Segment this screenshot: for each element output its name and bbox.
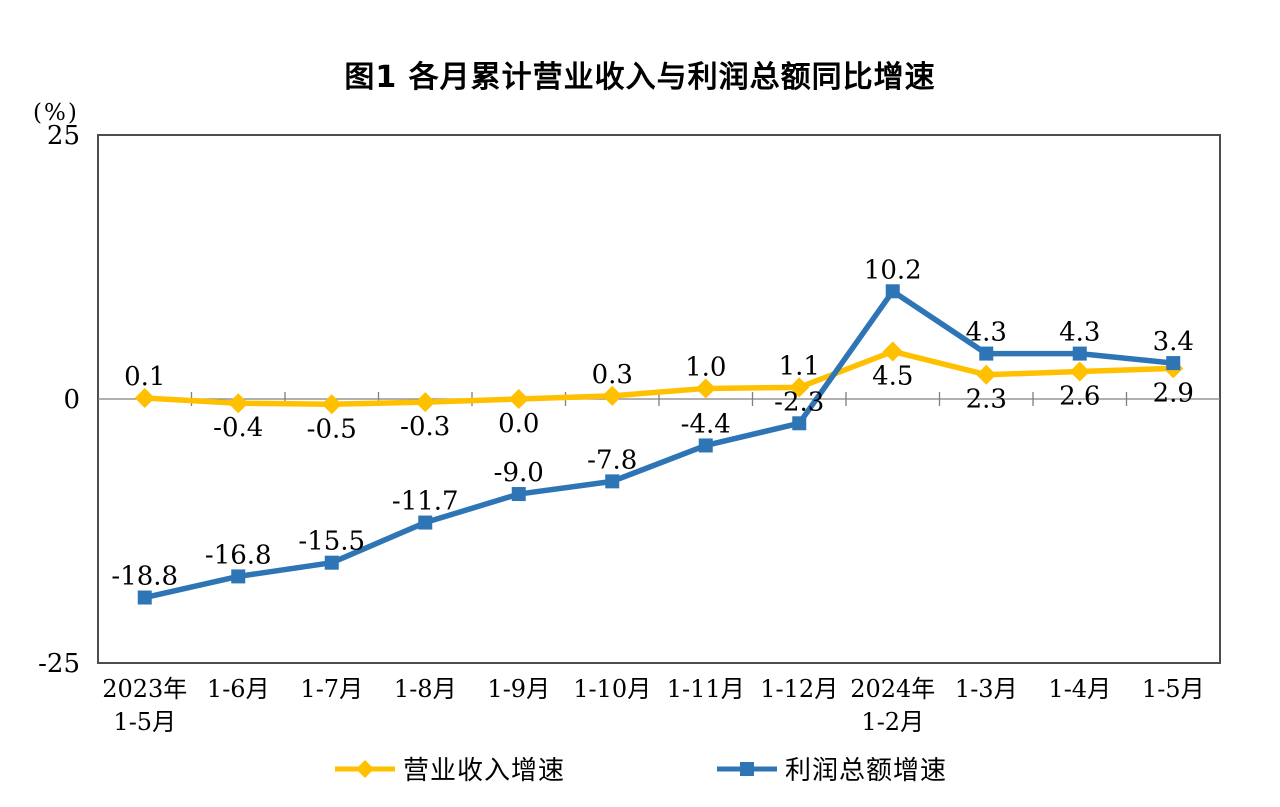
data-point-marker (324, 555, 339, 570)
revenue-series-marker-icon (334, 759, 395, 778)
x-axis-category-label: 1-11月 (667, 675, 745, 703)
data-label: -0.3 (400, 412, 450, 442)
data-point-marker (228, 393, 249, 414)
data-point-marker (134, 387, 155, 408)
profit-series-marker-icon (717, 761, 777, 776)
data-label: 4.5 (872, 361, 913, 391)
data-label: 10.2 (864, 255, 922, 285)
data-label: 1.0 (685, 352, 726, 382)
data-label: 0.3 (592, 360, 633, 390)
data-point-marker (1069, 361, 1090, 382)
data-point-marker (1166, 356, 1181, 371)
data-point-marker (695, 378, 716, 399)
x-axis-category-label: 1-9月 (487, 675, 550, 703)
data-label: 0.0 (498, 409, 539, 439)
data-label: 2.3 (966, 385, 1007, 415)
data-label: 4.3 (1059, 318, 1100, 348)
data-label: -0.5 (307, 414, 357, 444)
data-point-marker (882, 341, 903, 362)
legend-label-profit: 利润总额增速 (785, 756, 948, 786)
y-axis-unit-label: (%) (33, 100, 79, 126)
data-point-marker (885, 284, 900, 299)
x-axis-category-label: 1-6月 (207, 675, 270, 703)
x-axis-category-label: 2023年 1-5月 (102, 675, 187, 736)
data-label: 2.6 (1059, 382, 1100, 412)
data-label: 2.9 (1153, 378, 1194, 408)
x-axis-category-label: 1-7月 (300, 675, 363, 703)
data-point-marker (792, 416, 807, 431)
chart-title: 图1 各月累计营业收入与利润总额同比增速 (344, 60, 936, 95)
data-point-marker (418, 515, 433, 530)
data-point-marker (976, 364, 997, 385)
data-label: -9.0 (494, 458, 544, 488)
data-label: -18.8 (111, 562, 178, 592)
data-point-marker (789, 377, 810, 398)
data-label: -16.8 (205, 540, 272, 570)
series-利润总额增速: -18.8 -16.8 -15.5 -11.7 -9.0 -7.8 -4.4 -2.3 10.2… (111, 255, 1194, 605)
legend: 营业收入增速 利润总额增速 (0, 750, 1280, 787)
data-point-marker (137, 590, 152, 605)
data-point-marker (508, 389, 529, 409)
data-point-marker (602, 385, 623, 406)
x-axis-category-label: 1-3月 (955, 675, 1018, 703)
data-label: -4.4 (681, 409, 731, 439)
data-label: 1.1 (779, 351, 820, 381)
data-label: 4.3 (966, 318, 1007, 348)
x-axis-category-label: 1-12月 (760, 675, 838, 703)
data-point-marker (1072, 346, 1087, 361)
data-point-marker (321, 394, 342, 415)
data-label: -15.5 (298, 527, 365, 557)
legend-label-revenue: 营业收入增速 (402, 756, 565, 786)
y-axis-tick-label: 25 (47, 121, 80, 151)
data-point-marker (231, 569, 246, 584)
data-label: -2.3 (774, 387, 824, 417)
x-axis-category-label: 1-8月 (394, 675, 457, 703)
data-point-marker (415, 392, 436, 413)
data-label: 0.1 (124, 362, 165, 392)
series-营业收入增速: 0.1 -0.4 -0.5 -0.3 0.0 0.3 1.0 1.1 4.5 2.3 2.6 2.9 (124, 341, 1194, 444)
x-axis-category-label: 1-5月 (1142, 675, 1205, 703)
y-axis-tick-label: -25 (38, 649, 80, 679)
data-label: 3.4 (1153, 327, 1194, 357)
data-label: -7.8 (587, 445, 637, 475)
data-label: -0.4 (213, 413, 263, 443)
data-point-marker (511, 487, 526, 502)
series-line (144, 288, 1174, 601)
data-point-marker (605, 474, 620, 489)
data-point-marker (979, 346, 994, 361)
x-axis-category-label: 1-4月 (1048, 675, 1111, 703)
legend-item-revenue: 营业收入增速 (333, 750, 565, 787)
x-axis-category-label: 2024年 1-2月 (850, 675, 935, 736)
data-label: -11.7 (392, 487, 459, 517)
data-point-marker (698, 438, 713, 453)
x-axis-category-label: 1-10月 (573, 675, 651, 703)
legend-item-profit: 利润总额增速 (715, 750, 947, 787)
series-line (144, 348, 1174, 408)
y-axis-tick-label: 0 (63, 385, 80, 415)
